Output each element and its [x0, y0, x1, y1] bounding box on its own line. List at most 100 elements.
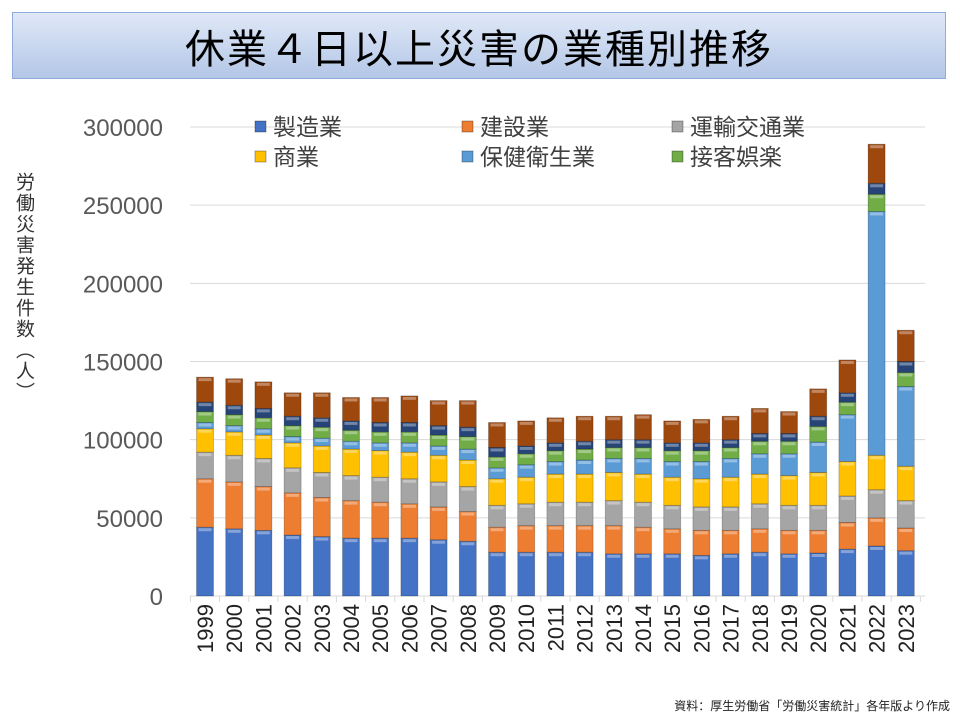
- legend-label: 商業: [273, 145, 319, 171]
- bar-bevel-highlight: [461, 428, 475, 432]
- bar-bevel-highlight: [840, 462, 854, 466]
- bar-segment-製造業-1999: [196, 526, 214, 597]
- bar-bevel-highlight: [636, 475, 650, 479]
- bar-bevel-highlight: [432, 426, 446, 430]
- bar-bevel-highlight: [402, 504, 416, 508]
- bar-segment-商業-2017: [721, 476, 740, 508]
- bar-segment-商業-2010: [517, 476, 536, 505]
- bar-bevel-highlight: [694, 420, 708, 424]
- bar-segment-series-8-2023: [896, 329, 915, 362]
- x-tick-label: 2010: [514, 604, 539, 653]
- bar-segment-商業-2011: [546, 473, 565, 503]
- bar-bevel-highlight: [578, 526, 592, 530]
- bar-bevel-highlight: [724, 531, 738, 535]
- bar-bevel-highlight: [636, 554, 650, 558]
- bar-segment-商業-2021: [838, 461, 857, 497]
- x-tick-label: 2000: [222, 604, 247, 653]
- bar-bevel-highlight: [432, 456, 446, 460]
- bar-segment-製造業-2002: [283, 534, 302, 597]
- bar-bevel-highlight: [782, 506, 796, 510]
- bar-segment-series-8-2021: [838, 359, 857, 394]
- bar-segment-保健衛生業-2023: [896, 386, 915, 467]
- x-tick-label: 1999: [193, 604, 218, 653]
- bar-bevel-highlight: [402, 453, 416, 457]
- bar-segment-建設業-2019: [780, 529, 798, 555]
- bar-bevel-highlight: [694, 451, 708, 455]
- bar-bevel-highlight: [753, 553, 767, 557]
- bar-bevel-highlight: [344, 442, 358, 446]
- bar-segment-建設業-2013: [604, 525, 623, 555]
- legend-label: 保健衛生業: [480, 145, 595, 171]
- bar-bevel-highlight: [899, 467, 913, 471]
- bar-bevel-highlight: [607, 440, 621, 444]
- x-tick-label: 2012: [573, 604, 598, 653]
- bar-segment-建設業-2000: [225, 481, 244, 530]
- bar-bevel-highlight: [899, 362, 913, 366]
- bar-bevel-highlight: [198, 479, 212, 483]
- bar-bevel-highlight: [198, 412, 212, 416]
- bar-bevel-highlight: [286, 443, 300, 447]
- bar-bevel-highlight: [578, 503, 592, 507]
- y-axis-label: 労働災害発生件数（人）: [13, 172, 35, 403]
- bar-bevel-highlight: [227, 426, 241, 430]
- bar-segment-製造業-2023: [896, 550, 915, 597]
- bar-bevel-highlight: [870, 195, 884, 199]
- bar-bevel-highlight: [811, 473, 825, 477]
- bar-bevel-highlight: [724, 448, 738, 452]
- bar-bevel-highlight: [870, 546, 884, 550]
- bar-bevel-highlight: [490, 448, 504, 452]
- legend-marker: [671, 150, 684, 163]
- x-tick-label: 2003: [310, 604, 335, 653]
- y-tick-label: 0: [150, 584, 163, 611]
- bar-segment-製造業-2018: [750, 551, 769, 597]
- bar-segment-建設業-2008: [458, 511, 477, 542]
- bar-bevel-highlight: [344, 501, 358, 505]
- bar-segment-series-8-2009: [488, 422, 506, 448]
- bar-bevel-highlight: [227, 432, 241, 436]
- bar-bevel-highlight: [315, 537, 329, 541]
- bar-bevel-highlight: [432, 401, 446, 405]
- bar-bevel-highlight: [256, 418, 270, 422]
- bar-bevel-highlight: [256, 435, 270, 439]
- bar-bevel-highlight: [840, 550, 854, 554]
- bar-bevel-highlight: [811, 531, 825, 535]
- bar-bevel-highlight: [373, 451, 387, 455]
- bar-segment-製造業-2017: [721, 553, 740, 597]
- bar-segment-series-8-2012: [575, 415, 594, 442]
- bar-bevel-highlight: [490, 528, 504, 532]
- source-note: 資料：厚生労働省「労働災害統計」各年版より作成: [674, 699, 950, 713]
- bar-bevel-highlight: [636, 448, 650, 452]
- bar-segment-建設業-2006: [400, 503, 419, 539]
- bar-segment-series-8-2004: [342, 397, 360, 422]
- bar-bevel-highlight: [607, 459, 621, 463]
- bar-bevel-highlight: [578, 460, 592, 464]
- bar-segment-建設業-2004: [342, 500, 360, 539]
- bar-bevel-highlight: [548, 443, 562, 447]
- bar-segment-series-8-2000: [225, 378, 244, 406]
- x-tick-label: 2019: [777, 604, 802, 653]
- bar-segment-series-8-2015: [663, 420, 682, 444]
- bar-bevel-highlight: [548, 451, 562, 455]
- x-tick-label: 2008: [456, 604, 481, 653]
- y-tick-label: 250000: [83, 193, 163, 220]
- bar-segment-series-8-2016: [692, 418, 711, 444]
- bar-bevel-highlight: [578, 475, 592, 479]
- bar-bevel-highlight: [607, 554, 621, 558]
- bar-segment-製造業-2019: [780, 553, 798, 597]
- bar-segment-series-8-2018: [750, 407, 769, 434]
- x-tick-label: 2009: [485, 604, 510, 653]
- bar-segment-series-8-2020: [809, 388, 828, 417]
- bar-bevel-highlight: [315, 446, 329, 450]
- bar-bevel-highlight: [519, 421, 533, 425]
- bar-bevel-highlight: [548, 526, 562, 530]
- bar-bevel-highlight: [724, 440, 738, 444]
- bar-segment-series-8-2001: [254, 381, 273, 409]
- bar-bevel-highlight: [227, 379, 241, 383]
- bar-bevel-highlight: [753, 409, 767, 413]
- bar-segment-製造業-2012: [575, 551, 594, 597]
- bar-bevel-highlight: [461, 450, 475, 454]
- bar-bevel-highlight: [782, 454, 796, 458]
- bar-segment-製造業-2005: [371, 537, 390, 597]
- bar-bevel-highlight: [402, 396, 416, 400]
- bar-segment-建設業-2002: [283, 492, 302, 536]
